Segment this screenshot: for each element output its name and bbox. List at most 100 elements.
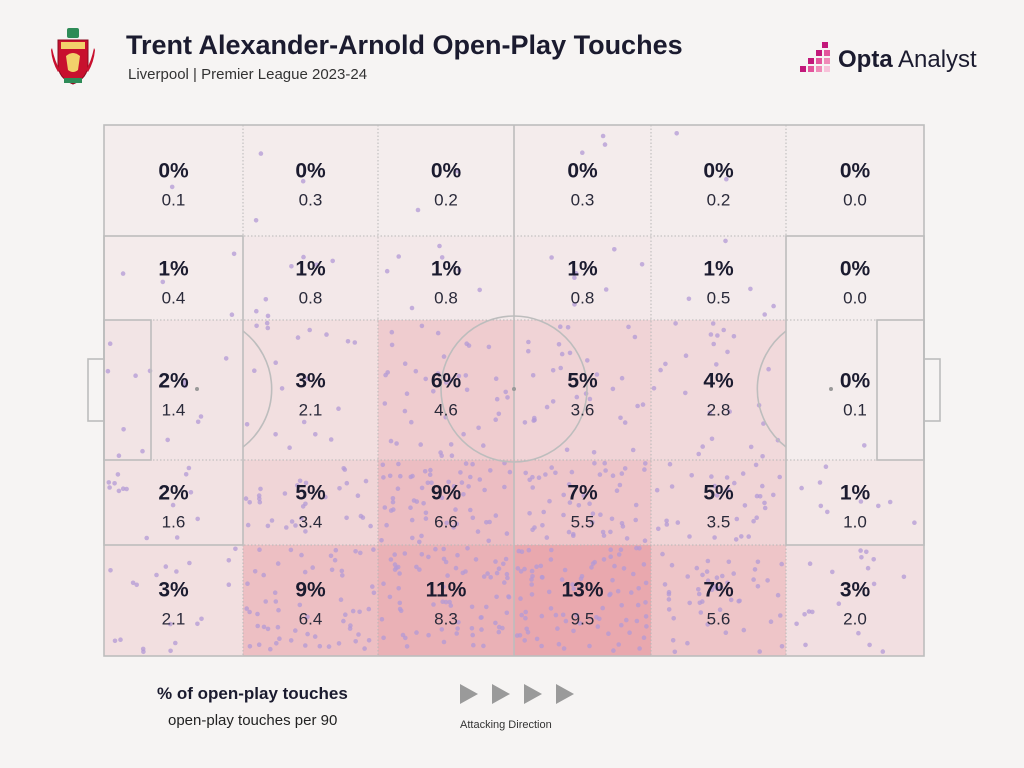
touch-dot [779, 644, 785, 649]
touch-dot [345, 339, 351, 344]
touch-dot [614, 488, 620, 494]
touch-dot [428, 467, 433, 473]
touch-dot [612, 247, 617, 252]
touch-dot [381, 581, 386, 586]
touch-dot [381, 475, 386, 480]
cell-per90-r0-c0: 0.1 [162, 190, 186, 209]
touch-dot [458, 470, 463, 475]
touch-dot [231, 251, 237, 257]
touch-dot [394, 441, 399, 446]
touch-dot [488, 575, 494, 580]
touch-dot [766, 366, 771, 372]
touch-dot [182, 379, 188, 385]
touch-dot [598, 512, 603, 517]
touch-dot [864, 549, 869, 555]
heatmap-cell-r1-c5 [786, 236, 924, 320]
touch-dot [597, 616, 602, 622]
touch-dot [550, 368, 556, 373]
touch-dot [619, 521, 625, 526]
touch-dot [635, 602, 641, 608]
touch-dot [500, 625, 505, 631]
heatmap-cell-r3-c1 [243, 460, 378, 545]
cell-per90-r3-c3: 5.5 [571, 512, 595, 531]
touch-dot [247, 609, 252, 615]
touch-dot [714, 575, 720, 580]
heatmap-cell-r2-c3 [514, 320, 651, 460]
touch-dot [712, 584, 717, 589]
touch-dot [273, 432, 278, 437]
touch-dot [263, 599, 269, 604]
touch-dot [461, 492, 466, 497]
touch-dot [696, 591, 702, 597]
touch-dot [410, 473, 415, 479]
touch-dot [419, 323, 425, 329]
touch-dot [268, 646, 273, 652]
touch-dot [301, 419, 307, 425]
touch-dot [643, 461, 648, 466]
touch-dot [470, 461, 475, 467]
touch-dot [265, 313, 271, 319]
touch-dot [370, 584, 375, 589]
touch-dot [559, 351, 565, 357]
touch-dot [622, 466, 628, 471]
cell-percent-r4-c2: 11% [426, 579, 467, 602]
touch-dot [739, 534, 744, 539]
touch-dot [733, 537, 739, 542]
touch-dot [414, 499, 420, 504]
touch-dot [324, 332, 329, 337]
touch-dot [538, 563, 544, 569]
left-goal [87, 358, 105, 422]
touch-dot [609, 516, 615, 522]
touch-dot [310, 565, 316, 570]
touch-dot [293, 628, 298, 633]
cell-percent-r0-c2: 0% [431, 160, 462, 183]
touch-dot [457, 268, 462, 273]
touch-dot [810, 609, 815, 615]
touch-dot [723, 630, 729, 635]
touch-dot [640, 402, 646, 407]
touch-dot [243, 496, 249, 501]
touch-dot [470, 515, 476, 521]
touch-dot [371, 590, 377, 596]
touch-dot [169, 184, 175, 190]
touch-dot [404, 391, 410, 397]
touch-dot [626, 324, 631, 330]
touch-dot [300, 178, 306, 184]
touch-dot [305, 614, 310, 620]
touch-dot [643, 580, 649, 586]
touch-dot [581, 493, 587, 499]
touch-dot [714, 493, 720, 498]
touch-dot [762, 500, 767, 506]
touch-dot [600, 529, 606, 535]
touch-dot [431, 602, 436, 607]
touch-dot [312, 634, 318, 639]
heatmap-cell-r1-c2 [378, 236, 514, 320]
heatmap-cell-r2-c4 [651, 320, 786, 460]
touch-dot [658, 367, 663, 373]
touch-dot [633, 502, 639, 508]
cell-per90-r2-c2: 4.6 [434, 400, 458, 419]
touch-dot [590, 511, 596, 516]
touch-dot [587, 396, 593, 402]
heatmap-cell-r1-c1 [243, 236, 378, 320]
touch-dot [731, 571, 736, 576]
touch-dot [548, 557, 554, 562]
cell-percent-r1-c4: 1% [703, 258, 734, 281]
touch-dot [664, 518, 669, 524]
touch-dot [419, 485, 425, 491]
touch-dot [120, 271, 126, 276]
cell-percent-r0-c1: 0% [295, 160, 326, 183]
touch-dot [726, 559, 732, 565]
touch-dot [627, 630, 632, 635]
touch-dot [265, 626, 271, 632]
touch-dot [182, 383, 188, 389]
touch-dot [366, 606, 372, 612]
touch-dot [546, 589, 552, 595]
touch-dot [615, 588, 621, 594]
touch-dot [414, 564, 419, 570]
cell-percent-r4-c1: 9% [295, 579, 326, 602]
touch-dot [675, 520, 681, 525]
legend-percent-label: % of open-play touches [157, 684, 348, 703]
touch-dot [299, 552, 304, 558]
touch-dot [634, 618, 640, 624]
